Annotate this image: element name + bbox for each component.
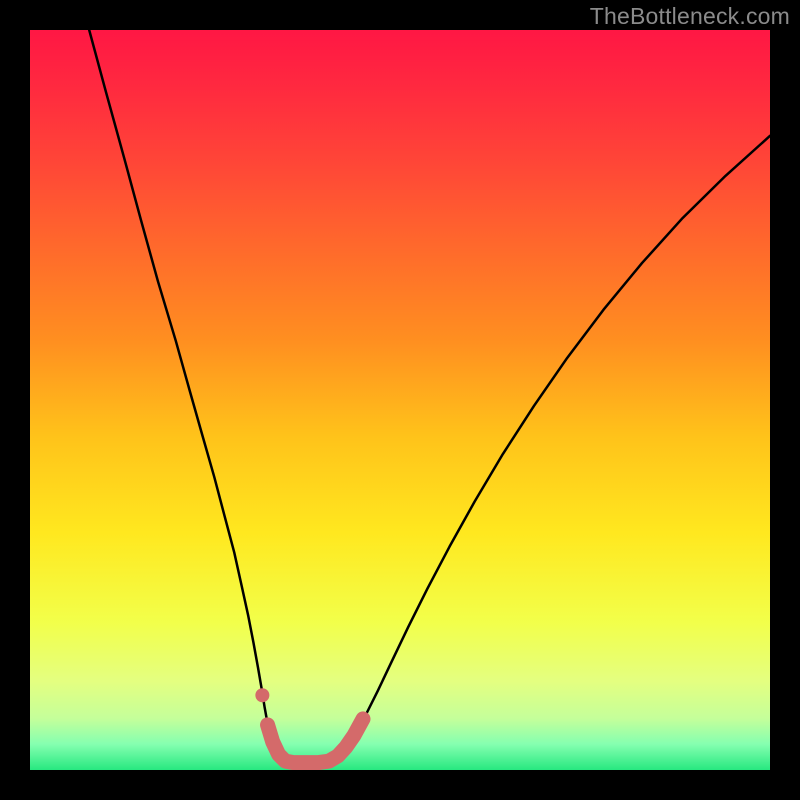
plot-background xyxy=(30,30,770,770)
highlight-dot xyxy=(255,688,269,702)
bottleneck-chart xyxy=(0,0,800,800)
watermark-text: TheBottleneck.com xyxy=(590,3,790,30)
